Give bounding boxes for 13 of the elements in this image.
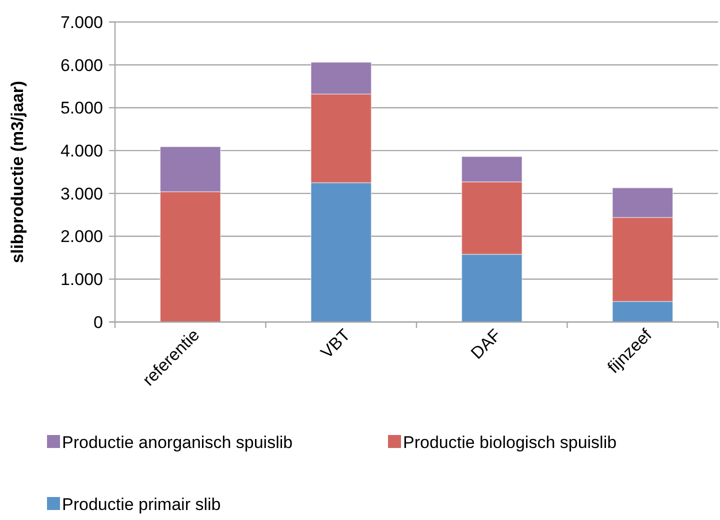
y-axis-title: slibproductie (m3/jaar) <box>8 80 27 264</box>
y-tick-label: 7.000 <box>60 12 103 32</box>
y-tick-label: 1.000 <box>60 270 103 290</box>
y-tick-label: 2.000 <box>60 227 103 246</box>
legend-label: Productie biologisch spuislib <box>403 433 617 452</box>
legend-label: Productie primair slib <box>62 495 221 514</box>
y-tick-label: 3.000 <box>60 184 103 204</box>
legend-label: Productie anorganisch spuislib <box>62 433 293 452</box>
y-tick-label: 0 <box>94 312 103 332</box>
y-tick-label: 4.000 <box>60 142 103 161</box>
y-tick-label: 5.000 <box>60 98 103 118</box>
x-tick-label: VBT <box>317 325 354 362</box>
y-tick-label: 6.000 <box>60 56 103 75</box>
